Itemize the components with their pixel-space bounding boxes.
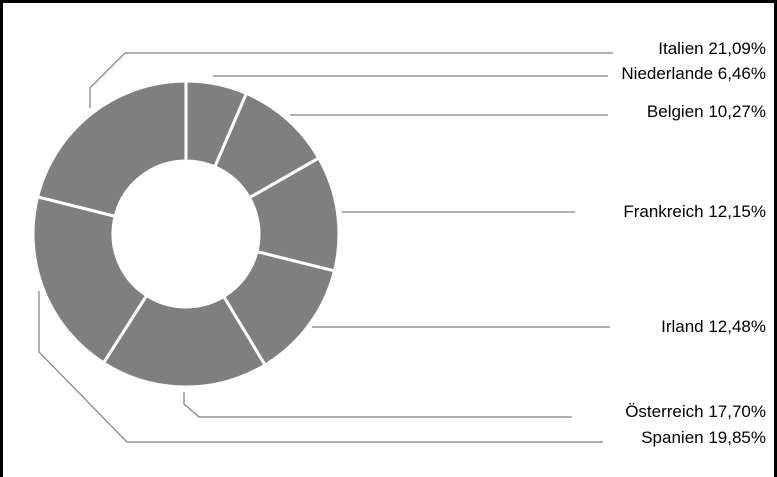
slice-label-niederlande: Niederlande 6,46% xyxy=(621,64,766,83)
slice-label-oesterreich: Österreich 17,70% xyxy=(625,402,766,421)
slice-label-spanien: Spanien 19,85% xyxy=(641,428,766,447)
leader-lines xyxy=(38,52,613,443)
slice-label-irland: Irland 12,48% xyxy=(661,317,766,336)
slice-sterreich xyxy=(101,293,268,389)
donut-slices xyxy=(31,79,341,389)
leader-line-italien xyxy=(89,52,613,108)
slice-labels: Italien 21,09% Niederlande 6,46% Belgien… xyxy=(621,39,766,447)
slice-label-frankreich: Frankreich 12,15% xyxy=(623,202,766,221)
leader-line-sterreich xyxy=(183,392,572,418)
leader-line-spanien xyxy=(38,291,603,443)
slice-italien xyxy=(35,79,188,219)
slice-spanien xyxy=(31,194,149,365)
slice-label-belgien: Belgien 10,27% xyxy=(647,102,766,121)
slice-label-italien: Italien 21,09% xyxy=(658,39,766,58)
